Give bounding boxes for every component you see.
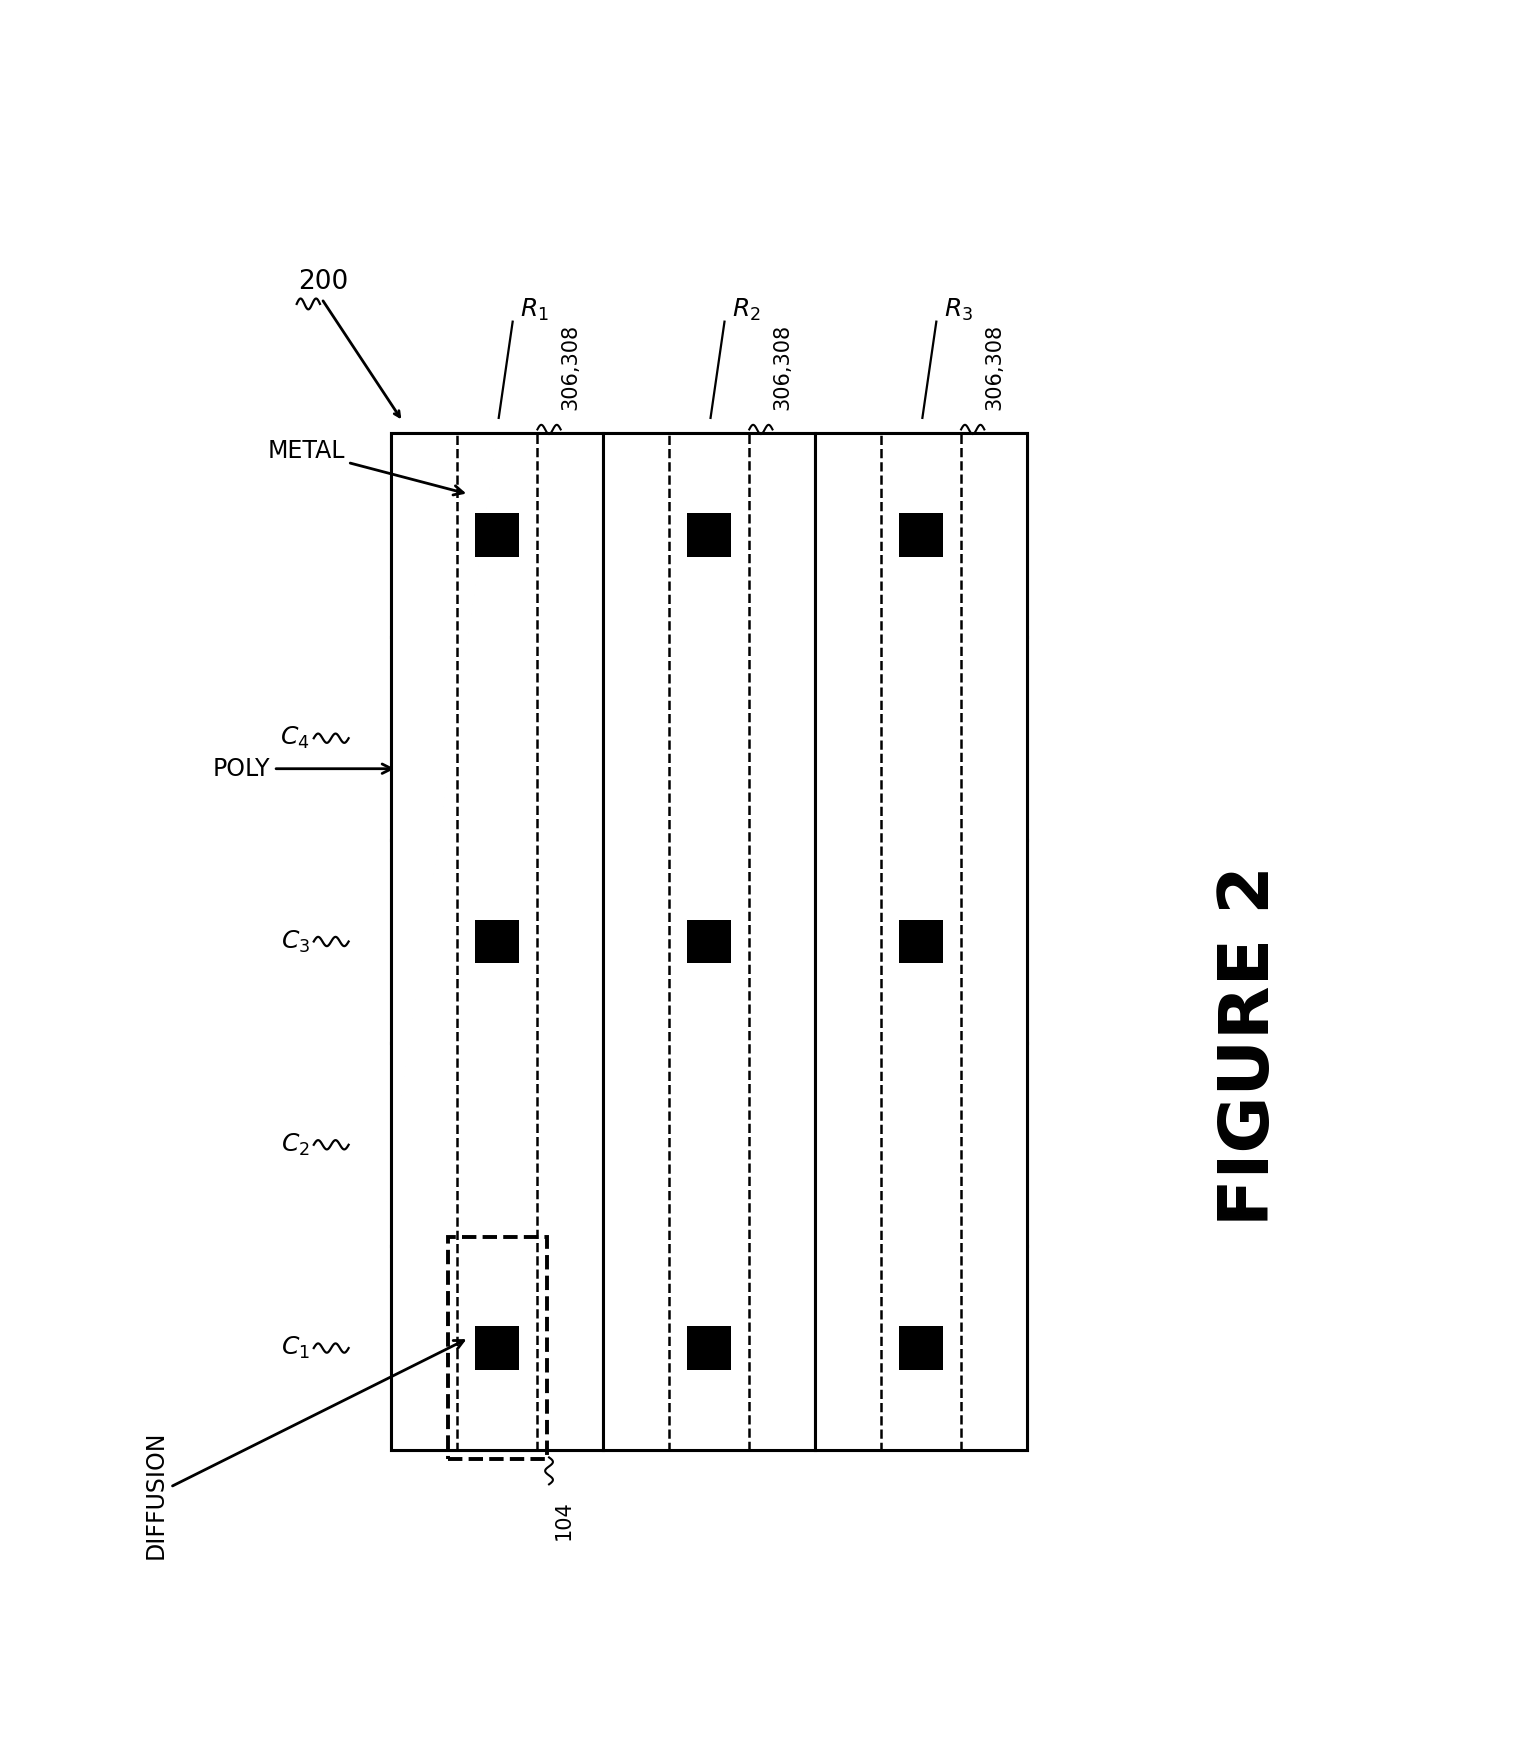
Bar	[899, 1326, 943, 1370]
Bar	[603, 434, 815, 1449]
Bar	[899, 513, 943, 556]
Text: 104: 104	[554, 1500, 574, 1540]
Bar	[669, 434, 750, 1449]
Text: $C_4$: $C_4$	[281, 724, 310, 751]
Bar	[475, 1326, 519, 1370]
Text: POLY: POLY	[213, 756, 392, 780]
Bar	[392, 637, 1026, 840]
Text: METAL: METAL	[267, 439, 463, 495]
Text: FIGURE 2: FIGURE 2	[1216, 864, 1283, 1225]
Bar	[392, 1246, 1026, 1449]
Bar	[392, 434, 603, 1449]
Bar	[457, 434, 537, 1449]
Bar	[815, 434, 1026, 1449]
Bar	[392, 434, 1026, 637]
Bar	[475, 919, 519, 964]
Text: $R_3$: $R_3$	[944, 298, 973, 324]
Bar	[686, 513, 732, 556]
Bar	[686, 919, 732, 964]
Text: $R_1$: $R_1$	[521, 298, 550, 324]
Text: $C_3$: $C_3$	[281, 929, 310, 954]
Bar	[392, 1043, 1026, 1246]
Text: 306,308: 306,308	[984, 324, 1005, 410]
Bar	[448, 1237, 546, 1460]
Bar	[880, 434, 961, 1449]
Bar	[899, 919, 943, 964]
Bar	[392, 840, 1026, 1043]
Text: DIFFUSION: DIFFUSION	[143, 1340, 463, 1559]
Text: $R_2$: $R_2$	[732, 298, 761, 324]
Text: 200: 200	[298, 270, 349, 294]
Text: $C_1$: $C_1$	[281, 1335, 310, 1362]
Text: 306,308: 306,308	[773, 324, 792, 410]
Bar	[686, 1326, 732, 1370]
Text: $C_2$: $C_2$	[281, 1132, 310, 1158]
Text: 306,308: 306,308	[560, 324, 581, 410]
Bar	[475, 513, 519, 556]
